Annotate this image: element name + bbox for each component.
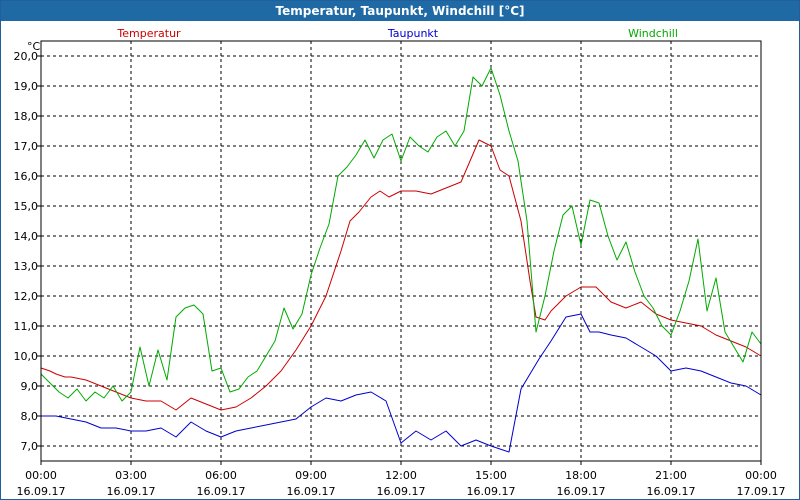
y-tick-label-1: 8,0 — [21, 410, 39, 423]
series-line-temperatur — [40, 139, 762, 411]
y-tick-label-0: 7,0 — [21, 440, 39, 453]
legend-item-windchill: Windchill — [628, 27, 678, 40]
x-tick-time-3: 09:00 — [295, 469, 327, 482]
y-tick-label-11: 18,0 — [14, 110, 39, 123]
y-tick-label-6: 13,0 — [14, 260, 39, 273]
y-tick-label-3: 10,0 — [14, 350, 39, 363]
legend-item-taupunkt: Taupunkt — [387, 27, 439, 40]
y-tick-label-8: 15,0 — [14, 200, 39, 213]
x-tick-date-7: 16.09.17 — [647, 485, 696, 498]
series-line-windchill — [40, 67, 762, 402]
x-tick-date-5: 16.09.17 — [467, 485, 516, 498]
x-axis-tick-labels: 00:00 16.09.17 03:00 16.09.17 06:00 16.09.17 0… — [17, 461, 786, 498]
y-tick-label-2: 9,0 — [21, 380, 39, 393]
x-tick-time-6: 18:00 — [565, 469, 597, 482]
y-tick-label-12: 19,0 — [14, 80, 39, 93]
x-tick-time-0: 00:00 — [25, 469, 57, 482]
y-tick-label-13: 20,0 — [14, 50, 39, 63]
y-axis-tick-labels: 7,0 8,0 9,0 10,0 11,0 12,0 13,0 14,0 15,0 16,0 17,… — [14, 50, 41, 453]
x-tick-date-2: 16.09.17 — [197, 485, 246, 498]
y-tick-label-4: 11,0 — [14, 320, 39, 333]
x-tick-time-5: 15:00 — [475, 469, 507, 482]
x-tick-time-1: 03:00 — [115, 469, 147, 482]
legend: Temperatur Taupunkt Windchill — [116, 27, 678, 40]
x-tick-time-4: 12:00 — [385, 469, 417, 482]
y-tick-label-9: 16,0 — [14, 170, 39, 183]
x-tick-date-1: 16.09.17 — [107, 485, 156, 498]
grid-lines — [41, 41, 761, 461]
series-lines — [40, 67, 762, 453]
x-tick-date-4: 16.09.17 — [377, 485, 426, 498]
legend-item-temperatur: Temperatur — [116, 27, 181, 40]
y-tick-label-7: 14,0 — [14, 230, 39, 243]
x-tick-date-6: 16.09.17 — [557, 485, 606, 498]
x-tick-date-3: 16.09.17 — [287, 485, 336, 498]
x-tick-time-2: 06:00 — [205, 469, 237, 482]
y-tick-label-5: 12,0 — [14, 290, 39, 303]
y-tick-label-10: 17,0 — [14, 140, 39, 153]
y-axis-unit-label: °C — [27, 40, 41, 53]
x-tick-date-8: 17.09.17 — [737, 485, 786, 498]
series-line-taupunkt — [41, 313, 762, 453]
x-tick-time-7: 21:00 — [655, 469, 687, 482]
x-tick-time-8: 00:00 — [745, 469, 777, 482]
window-title: Temperatur, Taupunkt, Windchill [°C] — [1, 1, 799, 21]
x-tick-date-0: 16.09.17 — [17, 485, 66, 498]
